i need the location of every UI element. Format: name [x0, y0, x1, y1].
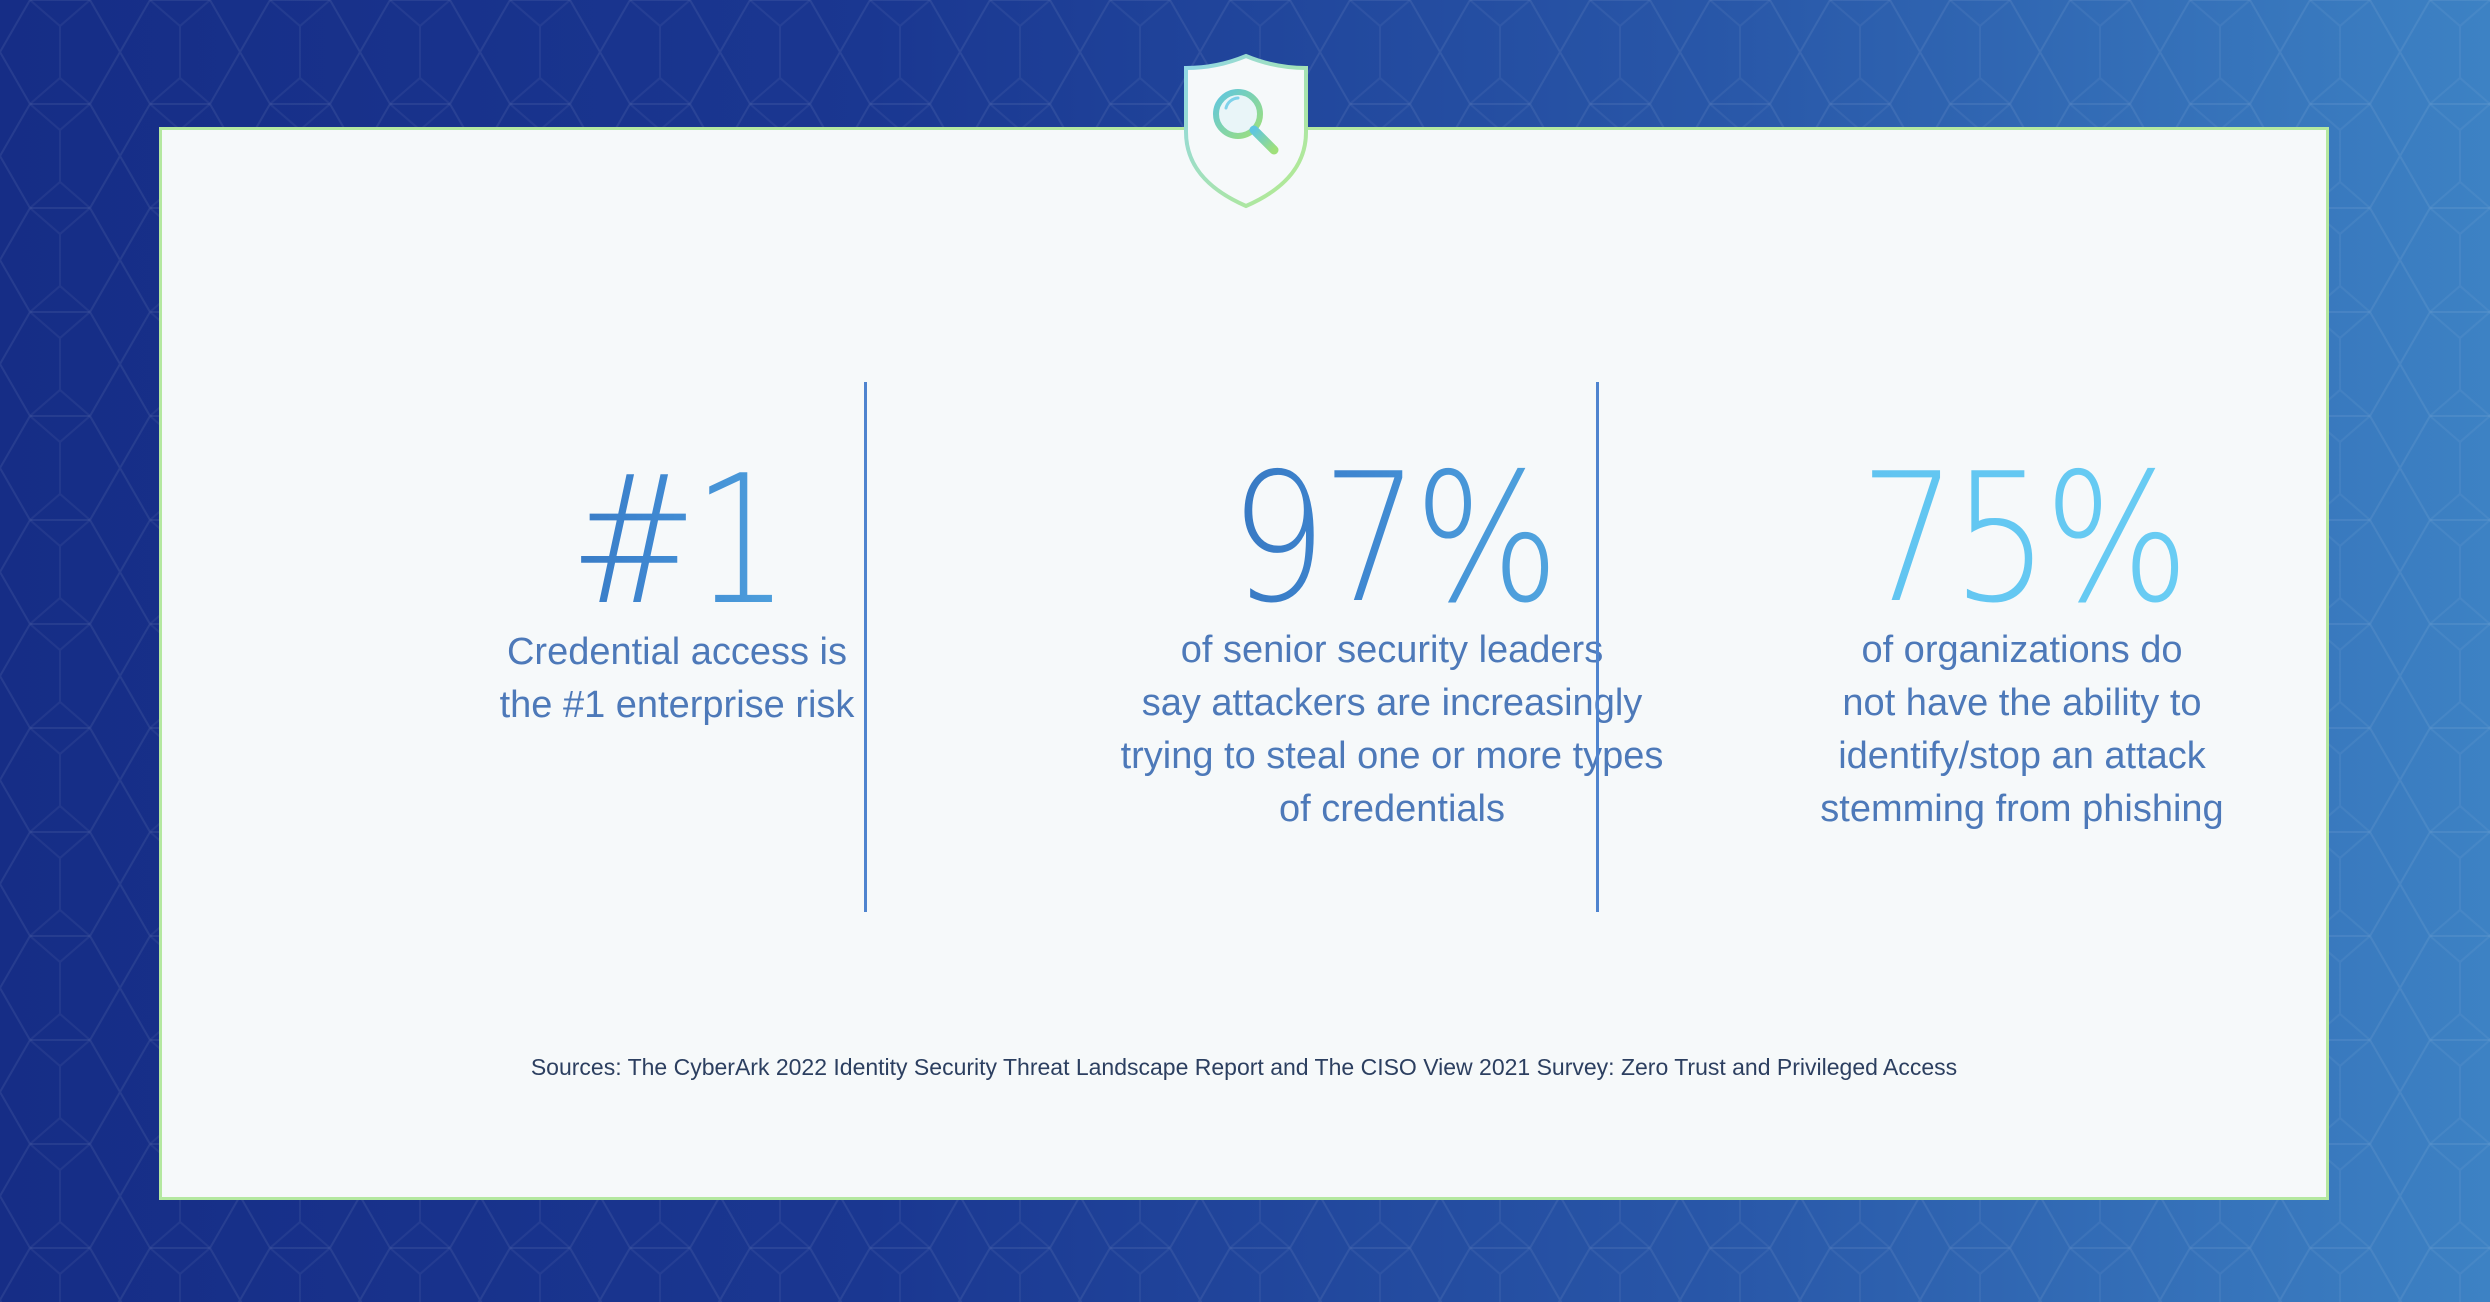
stat-block-2: 97% of senior security leaders say attac… [932, 450, 1852, 836]
stat-description-1: Credential access is the #1 enterprise r… [322, 626, 1032, 732]
stat-value-3: 75% [1712, 450, 2331, 628]
divider-left [864, 382, 867, 912]
stat-3-line-4: stemming from phishing [1820, 788, 2224, 830]
stat-value-1: #1 [372, 452, 983, 630]
stat-block-1: #1 Credential access is the #1 enterpris… [322, 452, 1032, 732]
stat-3-line-1: of organizations do [1861, 629, 2183, 671]
divider-right [1596, 382, 1599, 912]
stat-3-line-2: not have the ability to [1842, 682, 2202, 724]
stat-description-2: of senior security leaders say attackers… [932, 624, 1852, 836]
stat-1-line-2: the #1 enterprise risk [499, 684, 855, 726]
stat-2-line-1: of senior security leaders [1180, 629, 1604, 671]
stat-value-2: 97% [996, 450, 1787, 628]
stat-block-3: 75% of organizations do not have the abi… [1662, 450, 2382, 836]
stat-2-line-4: of credentials [1278, 788, 1505, 830]
stat-2-line-2: say attackers are increasingly [1141, 682, 1643, 724]
sources-footnote: Sources: The CyberArk 2022 Identity Secu… [530, 1054, 1958, 1080]
stat-2-line-3: trying to steal one or more types [1120, 735, 1664, 777]
stat-3-line-3: identify/stop an attack [1838, 735, 2206, 777]
stats-card: #1 Credential access is the #1 enterpris… [159, 127, 2329, 1200]
stat-1-line-1: Credential access is [506, 631, 848, 673]
magnifier-shield-icon [1184, 53, 1308, 209]
stat-description-3: of organizations do not have the ability… [1662, 624, 2382, 836]
